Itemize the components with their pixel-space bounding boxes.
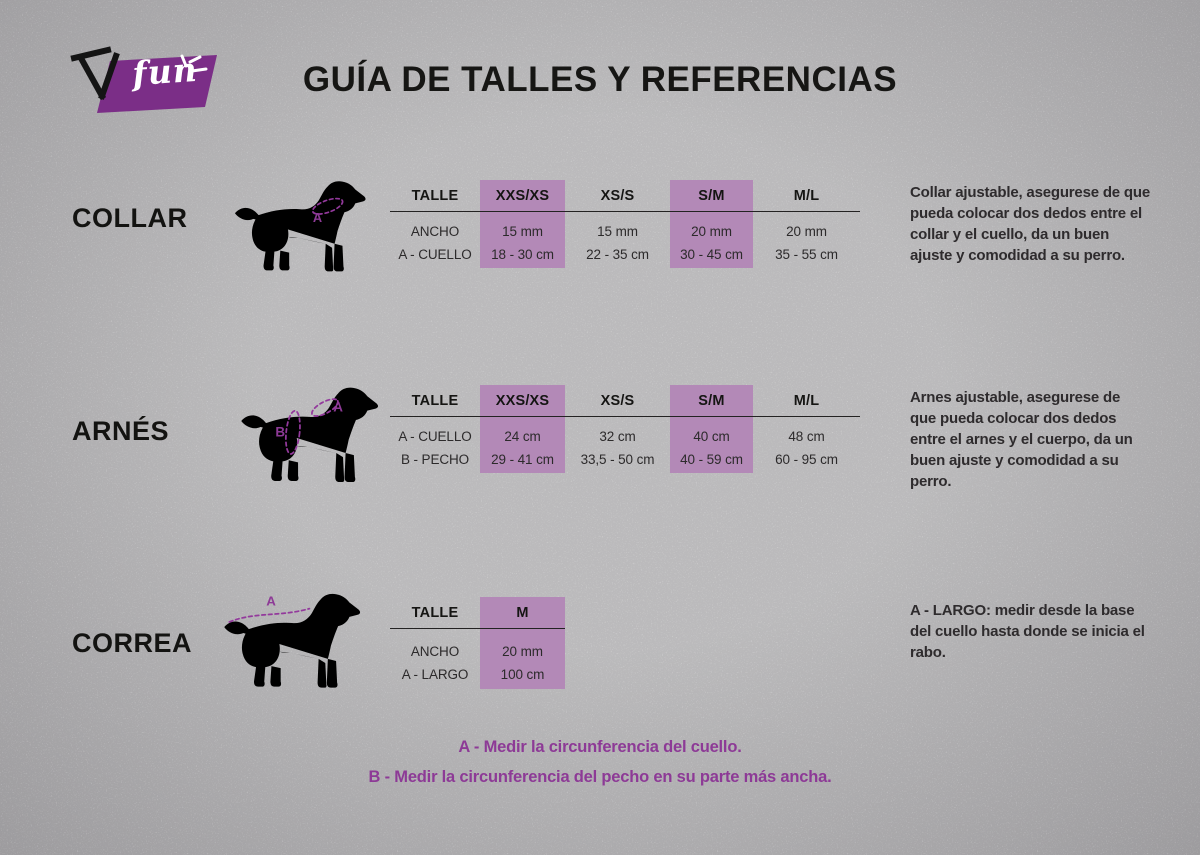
table-header-row: TALLE XXS/XS XS/S S/M M/L (390, 180, 860, 212)
cell: 15 mm (597, 223, 638, 239)
cell: 32 cm (599, 428, 636, 444)
cell: 29 - 41 cm (491, 451, 554, 467)
column-header: S/M (698, 392, 725, 409)
column-header: XS/S (600, 187, 635, 204)
collar-description: Collar ajustable, asegurese de que pueda… (910, 184, 1150, 264)
collar-dog-diagram: A (234, 181, 366, 272)
back-length-measure-line (228, 607, 311, 623)
cell: 60 - 95 cm (775, 451, 838, 467)
row-label: A - CUELLO (398, 246, 472, 262)
arnes-size-table: TALLE XXS/XS XS/S S/M M/L A - CUELLO 24 … (390, 385, 860, 473)
cell: 22 - 35 cm (586, 246, 649, 262)
section-label-collar: COLLAR (72, 203, 188, 233)
correa-description: A - LARGO: medir desde la base del cuell… (910, 602, 1145, 661)
table-row: B - PECHO 29 - 41 cm 33,5 - 50 cm 40 - 5… (390, 448, 860, 470)
cell: 20 mm (502, 643, 543, 659)
footnote-b: B - Medir la circunferencia del pecho en… (368, 768, 832, 786)
row-label: A - CUELLO (398, 428, 472, 444)
table-header-row: TALLE M (390, 597, 565, 629)
cell: 48 cm (788, 428, 825, 444)
row-label: ANCHO (410, 643, 460, 659)
cell: 33,5 - 50 cm (580, 451, 655, 467)
table-row: ANCHO 15 mm 15 mm 20 mm 20 mm (390, 220, 860, 242)
row-label: ANCHO (410, 223, 460, 239)
logo-mark-icon (70, 46, 217, 113)
collar-size-table: TALLE XXS/XS XS/S S/M M/L ANCHO 15 mm 15… (390, 180, 860, 268)
cell: 40 - 59 cm (680, 451, 743, 467)
table-row: ANCHO 20 mm (390, 640, 565, 662)
highlight-column-s-m (670, 385, 753, 473)
cell: 20 mm (786, 223, 827, 239)
highlight-column-xxs-xs (480, 180, 565, 268)
column-header: S/M (698, 187, 725, 204)
column-header: XS/S (600, 392, 635, 409)
footnote-a: A - Medir la circunferencia del cuello. (458, 738, 742, 756)
highlight-column-m (480, 597, 565, 689)
measure-label-a: A (333, 400, 343, 415)
cell: 15 mm (502, 223, 543, 239)
section-label-arnes: ARNÉS (72, 416, 170, 446)
cell: 30 - 45 cm (680, 246, 743, 262)
table-row: A - CUELLO 24 cm 32 cm 40 cm 48 cm (390, 425, 860, 447)
column-header: M (516, 604, 529, 621)
measure-label-a: A (266, 594, 276, 609)
page-title: GUÍA DE TALLES Y REFERENCIAS (302, 60, 898, 99)
column-header: M/L (793, 392, 820, 409)
cell: 40 cm (693, 428, 730, 444)
column-header: TALLE (411, 604, 459, 621)
row-label: A - LARGO (401, 666, 469, 682)
cell: 20 mm (691, 223, 732, 239)
neck-measure-line (311, 197, 344, 215)
row-label: B - PECHO (400, 451, 470, 467)
measure-label-b: B (275, 425, 285, 440)
arnes-description: Arnes ajustable, asegurese de que pueda … (910, 389, 1133, 490)
arnes-dog-diagram: A B (241, 387, 379, 482)
table-row: A - LARGO 100 cm (390, 663, 565, 685)
chest-measure-line (284, 409, 301, 455)
highlight-column-xxs-xs (480, 385, 565, 473)
measure-label-a: A (313, 210, 322, 225)
cell: 35 - 55 cm (775, 246, 838, 262)
neck-measure-line (311, 398, 339, 417)
column-header: XXS/XS (495, 187, 550, 204)
highlight-column-s-m (670, 180, 753, 268)
brand-logo: fun (70, 44, 220, 116)
column-header: TALLE (411, 187, 459, 204)
section-label-correa: CORREA (72, 628, 193, 658)
table-row: A - CUELLO 18 - 30 cm 22 - 35 cm 30 - 45… (390, 243, 860, 265)
correa-size-table: TALLE M ANCHO 20 mm A - LARGO 100 cm (390, 597, 565, 689)
column-header: TALLE (411, 392, 459, 409)
column-header: XXS/XS (495, 392, 550, 409)
cell: 100 cm (500, 666, 545, 682)
table-header-row: TALLE XXS/XS XS/S S/M M/L (390, 385, 860, 417)
brand-name: fun (131, 49, 199, 94)
cell: 18 - 30 cm (491, 246, 554, 262)
cell: 24 cm (504, 428, 541, 444)
correa-dog-diagram: A (224, 594, 361, 688)
column-header: M/L (793, 187, 820, 204)
measure-footnotes: A - Medir la circunferencia del cuello. … (0, 738, 1200, 798)
